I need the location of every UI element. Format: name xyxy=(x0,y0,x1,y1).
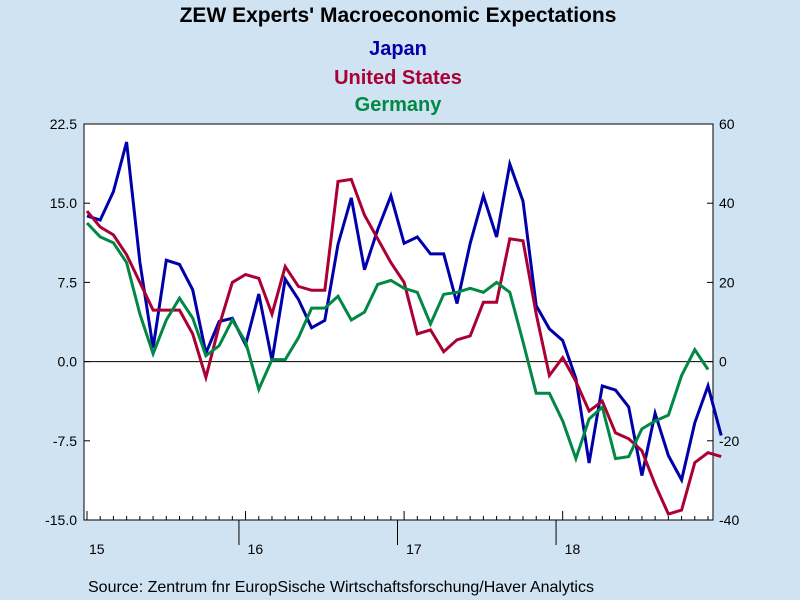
united-states-line xyxy=(85,177,722,516)
series-lines xyxy=(85,141,723,516)
left-tick-label: 0.0 xyxy=(58,354,78,370)
japan-line xyxy=(86,141,723,485)
right-tick-label: 0 xyxy=(719,354,727,370)
axes: 22.5 15.0 7.5 0.0 -7.5 -15.0 60 40 20 0 -20 -40 15 16… xyxy=(45,116,739,557)
chart-title: ZEW Experts' Macroeconomic Expectations xyxy=(180,4,617,27)
right-tick-label: 60 xyxy=(719,116,735,132)
right-tick-label: 20 xyxy=(719,274,735,290)
x-tick-label: 18 xyxy=(565,541,581,557)
left-tick-label: 15.0 xyxy=(50,195,77,211)
x-tick-label: 16 xyxy=(248,541,264,557)
left-tick-label: 22.5 xyxy=(50,116,77,132)
plot-area xyxy=(83,123,714,521)
source-note: Source: Zentrum fnr EuropSische Wirtscha… xyxy=(88,579,594,596)
legend-japan: Japan xyxy=(369,38,427,60)
legend-united-states: United States xyxy=(334,67,462,89)
left-tick-label: -15.0 xyxy=(45,512,77,528)
left-tick-label: -7.5 xyxy=(53,433,77,449)
right-tick-label: 40 xyxy=(719,195,735,211)
x-tick-label: 17 xyxy=(406,541,422,557)
germany-line xyxy=(85,221,710,464)
right-tick-label: -20 xyxy=(719,433,739,449)
x-tick-label: 15 xyxy=(89,541,105,557)
left-tick-label: 7.5 xyxy=(58,274,78,290)
right-tick-label: -40 xyxy=(719,512,739,528)
legend-germany: Germany xyxy=(355,94,443,116)
